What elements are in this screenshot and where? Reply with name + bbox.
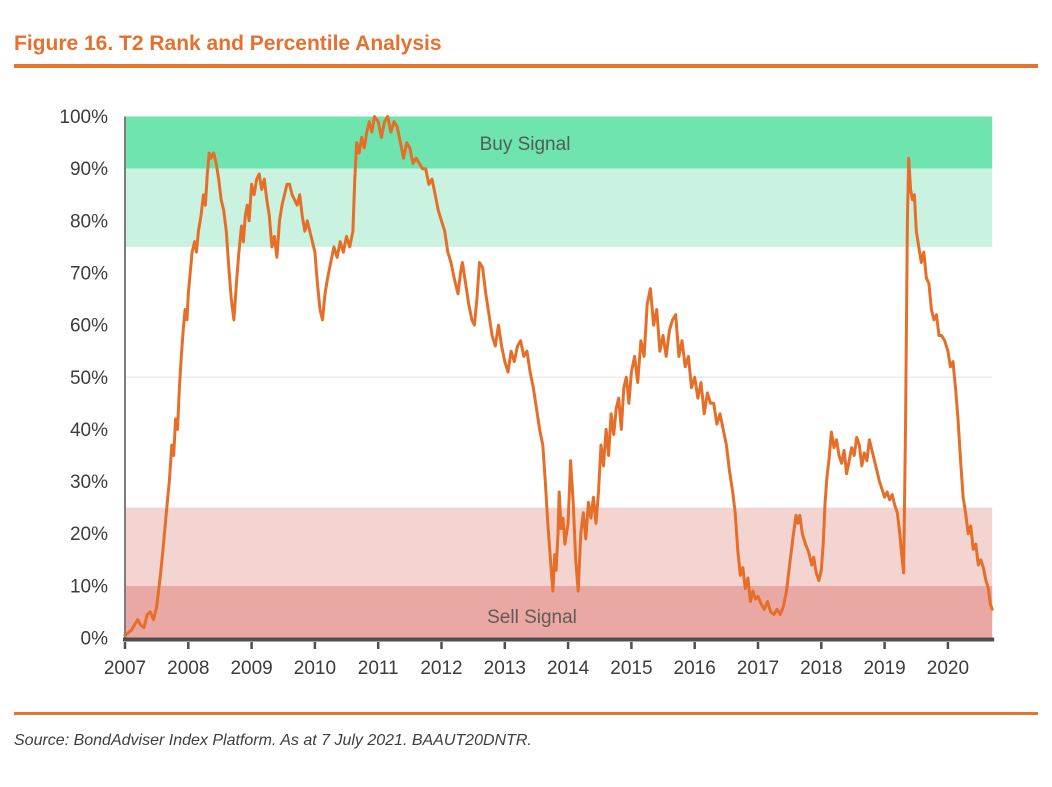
source-text: Source: BondAdviser Index Platform. As a… [14, 732, 532, 749]
buy-signal-band-label: Buy Signal [479, 134, 571, 155]
x-tick-label-2013: 2013 [484, 658, 526, 679]
x-tick-label-2010: 2010 [294, 658, 336, 679]
x-tick-label-2008: 2008 [167, 658, 209, 679]
x-tick-label-2016: 2016 [674, 658, 716, 679]
y-tick-label-0: 0% [81, 629, 109, 650]
footer-rule [14, 712, 1038, 715]
x-tick-label-2011: 2011 [358, 658, 399, 679]
x-tick-label-2017: 2017 [737, 658, 779, 679]
y-tick-label-90: 90% [70, 159, 108, 180]
sell-signal-band-label: Sell Signal [487, 607, 577, 628]
sell-signal-band [125, 585, 993, 638]
y-tick-label-70: 70% [70, 263, 108, 284]
title-rule [14, 64, 1038, 68]
x-tick-label-2009: 2009 [230, 658, 272, 679]
chart-area: 2007 2008 2009 2010 2011 2012 2013 2014 2015 2016… [59, 107, 995, 679]
x-axis-line [123, 637, 995, 642]
y-tick-label-80: 80% [70, 211, 108, 232]
y-tick-label-60: 60% [70, 316, 108, 337]
x-tick-label-2014: 2014 [547, 658, 590, 679]
y-tick-label-10: 10% [70, 576, 108, 597]
figure-title: Figure 16. T2 Rank and Percentile Analys… [14, 32, 442, 56]
y-tick-label-100: 100% [59, 107, 108, 128]
x-tick-label-2018: 2018 [800, 658, 842, 679]
t2-percentile-line [123, 115, 994, 637]
y-tick-label-20: 20% [70, 524, 108, 545]
x-tick-label-2007: 2007 [104, 658, 146, 679]
y-tick-label-30: 30% [70, 472, 108, 493]
chart-svg: 2007 2008 2009 2010 2011 2012 2013 2014 2015 2016… [59, 107, 995, 679]
x-tick-label-2012: 2012 [420, 658, 462, 679]
buy-signal-band [125, 116, 993, 169]
y-tick-label-50: 50% [70, 368, 108, 389]
y-tick-label-40: 40% [70, 420, 108, 441]
x-tick-label-2015: 2015 [610, 658, 652, 679]
x-tick-label-2019: 2019 [863, 658, 905, 679]
x-tick-label-2020: 2020 [927, 658, 969, 679]
